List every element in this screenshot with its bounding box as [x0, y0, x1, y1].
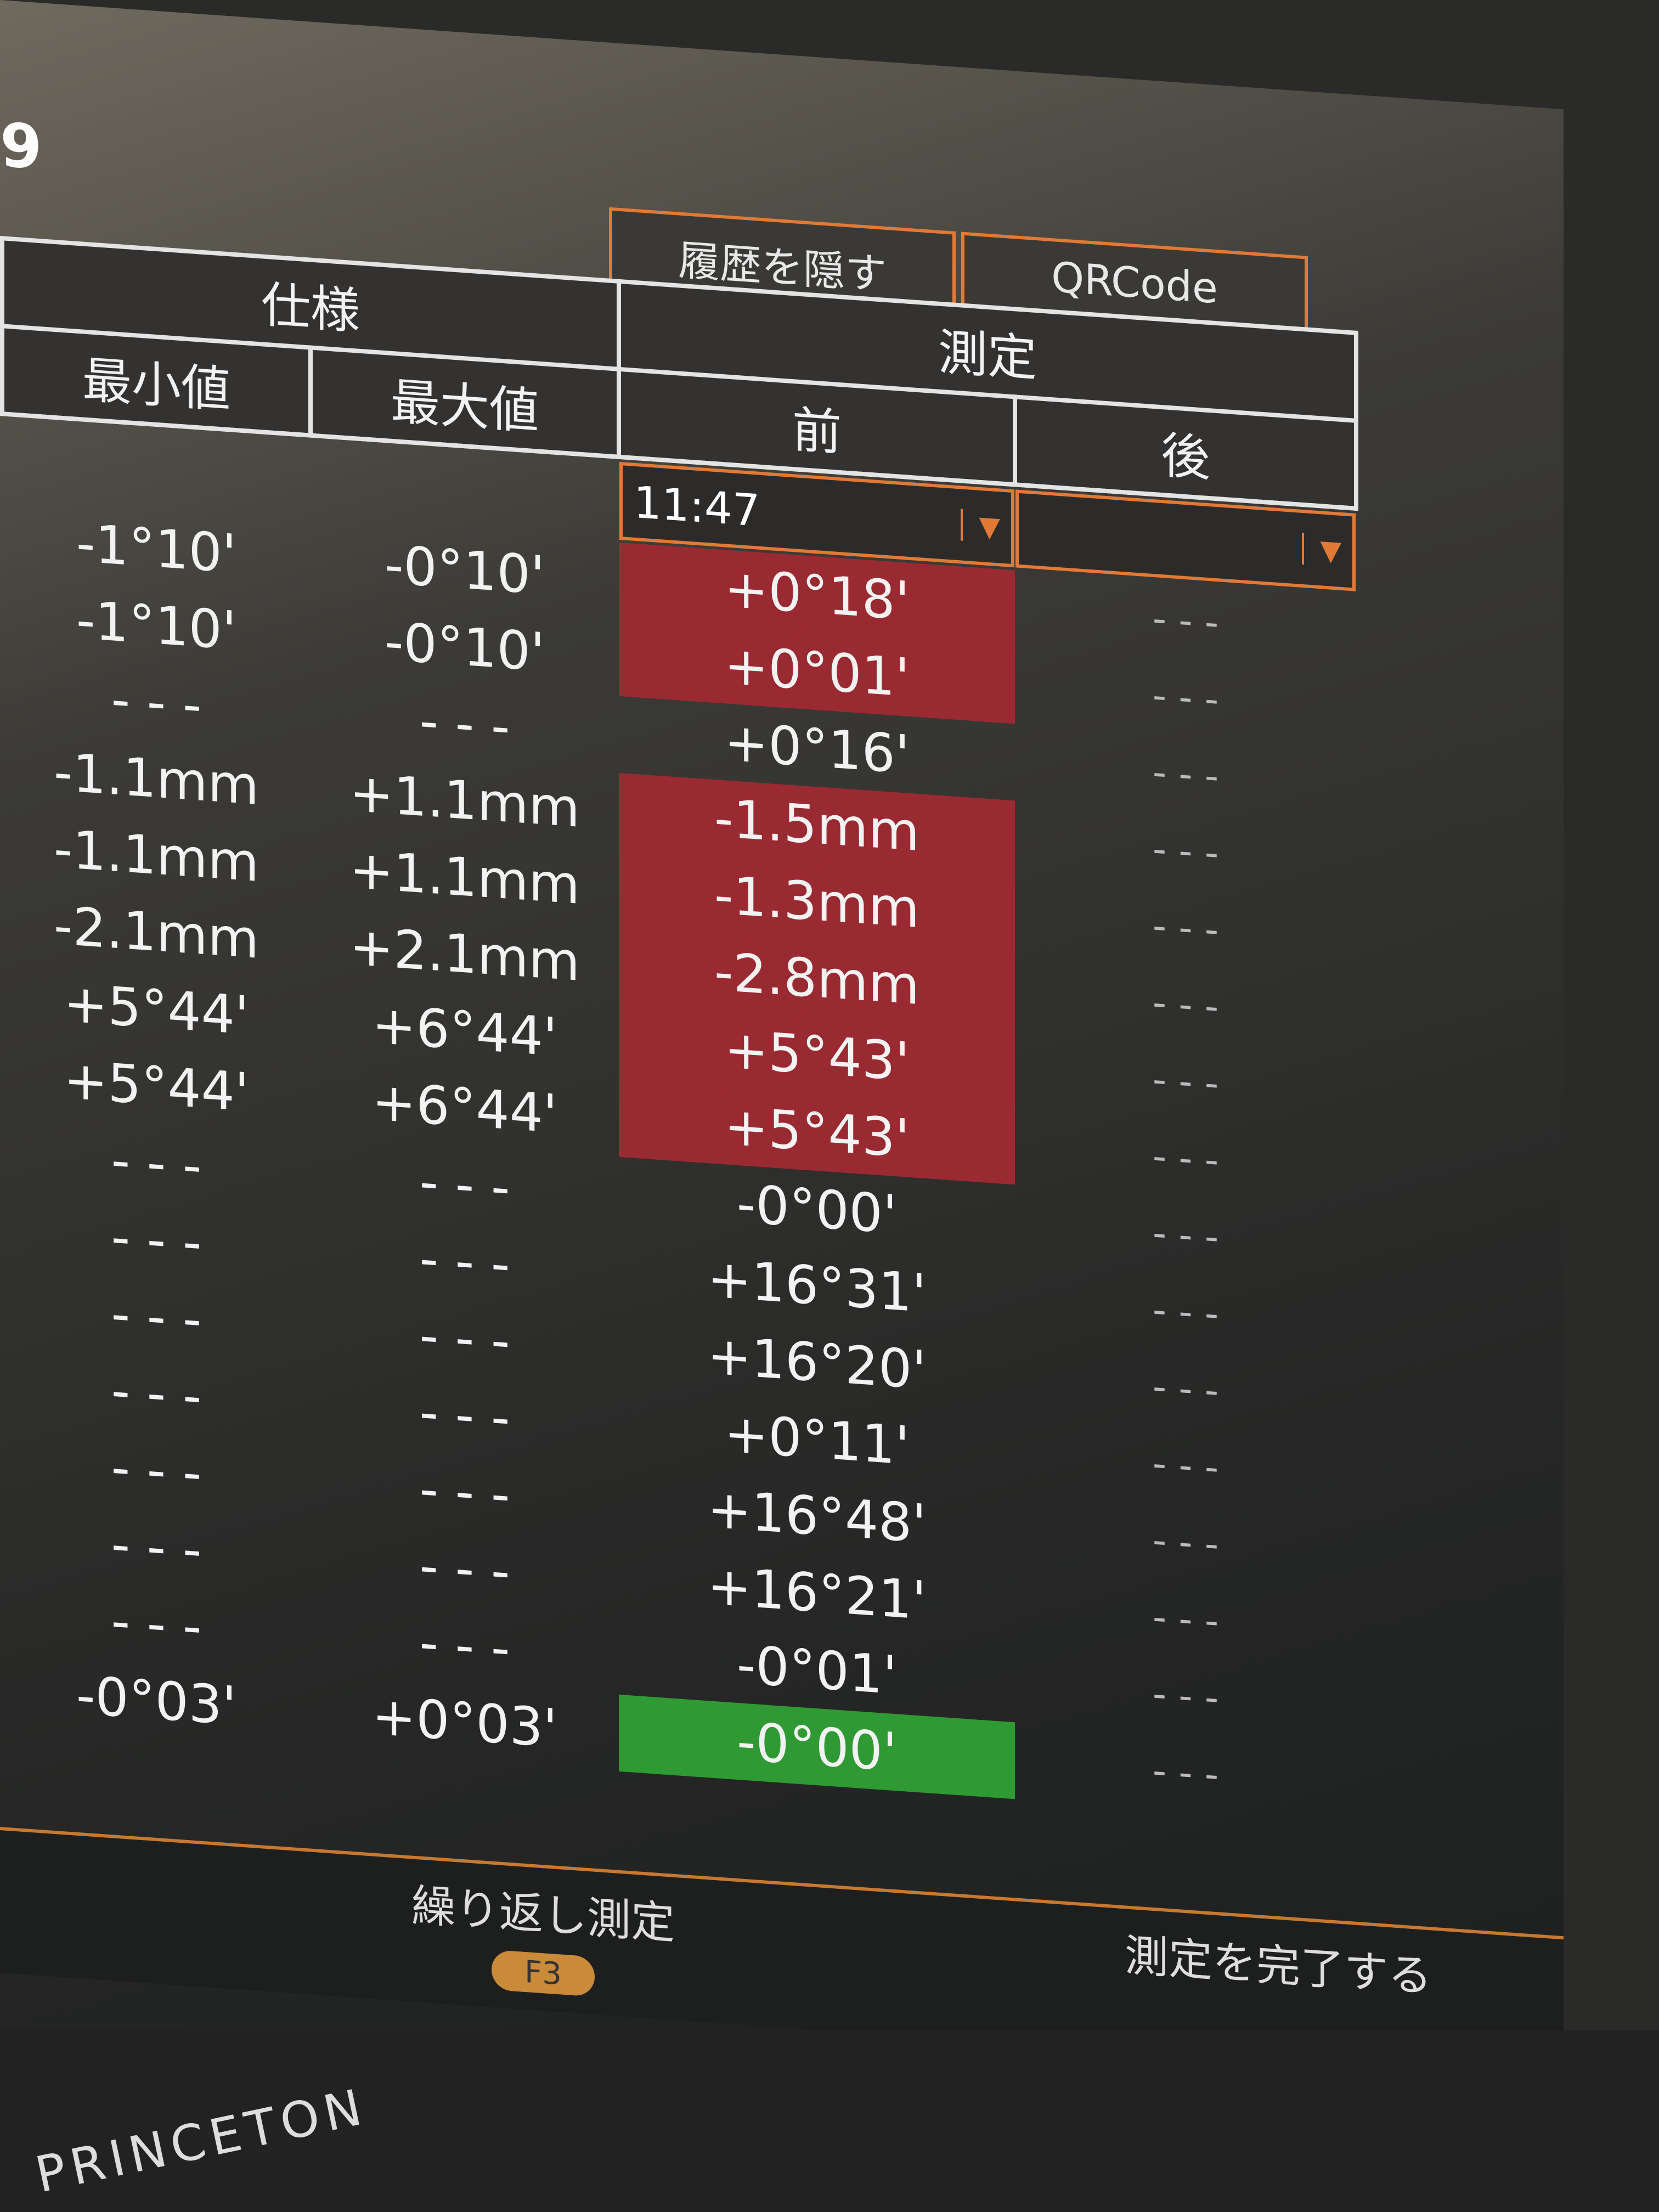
finish-measure-button[interactable]: 測定を完了する	[1125, 1920, 1432, 2005]
chevron-down-icon: ▼	[1301, 532, 1341, 567]
chevron-down-icon: ▼	[960, 509, 1000, 544]
title-fragment: 9	[0, 110, 42, 183]
repeat-measure-label: 繰り返し測定	[411, 1880, 675, 1950]
monitor-bezel	[0, 2030, 1659, 2212]
repeat-measure-button[interactable]: 繰り返し測定 F3	[411, 1870, 675, 2003]
before-time-value: 11:47	[634, 476, 760, 537]
f3-key-badge: F3	[492, 1949, 595, 1997]
finish-measure-label: 測定を完了する	[1125, 1929, 1432, 2002]
measurement-table: 仕様 測定 最小値 最大値 前 後 11:47 ▼ ▼ -1°10' -0°10' +…	[0, 236, 1358, 1823]
monitor-screen: 9 履歴を隠す QRCode 仕様 測定 最小値 最大値 前 後 11:47 ▼ …	[0, 0, 1564, 2140]
